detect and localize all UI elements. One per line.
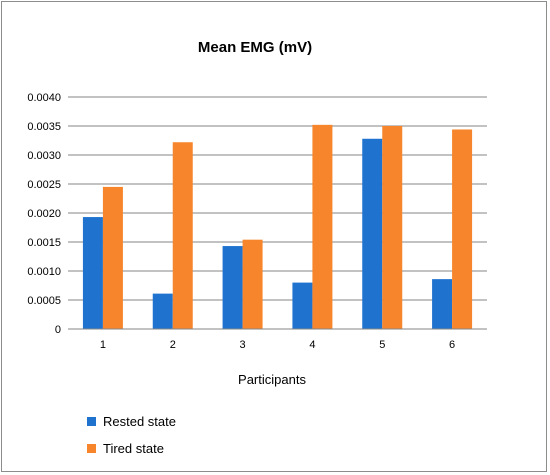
bar-tired-state-1 xyxy=(102,186,123,329)
y-tick-label: 0.0020 xyxy=(27,208,61,220)
bar-tired-state-6 xyxy=(452,129,473,329)
x-tick-label: 6 xyxy=(449,339,455,351)
y-tick-label: 0.0035 xyxy=(27,121,61,133)
x-tick-label: 5 xyxy=(379,339,385,351)
x-tick-label: 2 xyxy=(170,339,176,351)
x-tick-label: 4 xyxy=(309,339,315,351)
bar-rested-state-5 xyxy=(362,138,383,329)
chart-title: Mean EMG (mV) xyxy=(198,39,312,56)
bar-tired-state-4 xyxy=(312,124,333,329)
y-tick-label: 0.0015 xyxy=(27,237,61,249)
legend-swatch xyxy=(87,444,96,453)
y-tick-label: 0.0010 xyxy=(27,266,61,278)
y-tick-label: 0.0030 xyxy=(27,150,61,162)
x-axis-label: Participants xyxy=(238,372,306,387)
y-axis-ticks: 0 0.0005 0.0010 0.0015 0.0020 0.0025 0.0030 0.0… xyxy=(27,92,61,336)
bar-tired-state-5 xyxy=(382,126,403,329)
legend-swatch xyxy=(87,417,96,426)
x-axis-ticks: 1 2 3 4 5 6 xyxy=(100,339,455,351)
y-tick-label: 0.0025 xyxy=(27,179,61,191)
legend-label: Tired state xyxy=(103,441,164,456)
x-tick-label: 3 xyxy=(240,339,246,351)
bar-rested-state-6 xyxy=(432,279,453,329)
y-tick-label: 0.0040 xyxy=(27,92,61,104)
bar-rested-state-2 xyxy=(152,293,173,329)
bar-rested-state-1 xyxy=(82,217,103,329)
bar-rested-state-3 xyxy=(222,246,243,329)
x-tick-label: 1 xyxy=(100,339,106,351)
bar-tired-state-3 xyxy=(242,239,263,329)
y-tick-label: 0.0005 xyxy=(27,295,61,307)
legend: Rested state Tired state xyxy=(87,414,176,456)
bars xyxy=(82,124,473,329)
bar-rested-state-4 xyxy=(292,282,313,329)
bar-tired-state-2 xyxy=(172,142,193,329)
y-tick-label: 0 xyxy=(55,324,61,336)
gridlines xyxy=(68,96,487,301)
legend-label: Rested state xyxy=(103,414,176,429)
